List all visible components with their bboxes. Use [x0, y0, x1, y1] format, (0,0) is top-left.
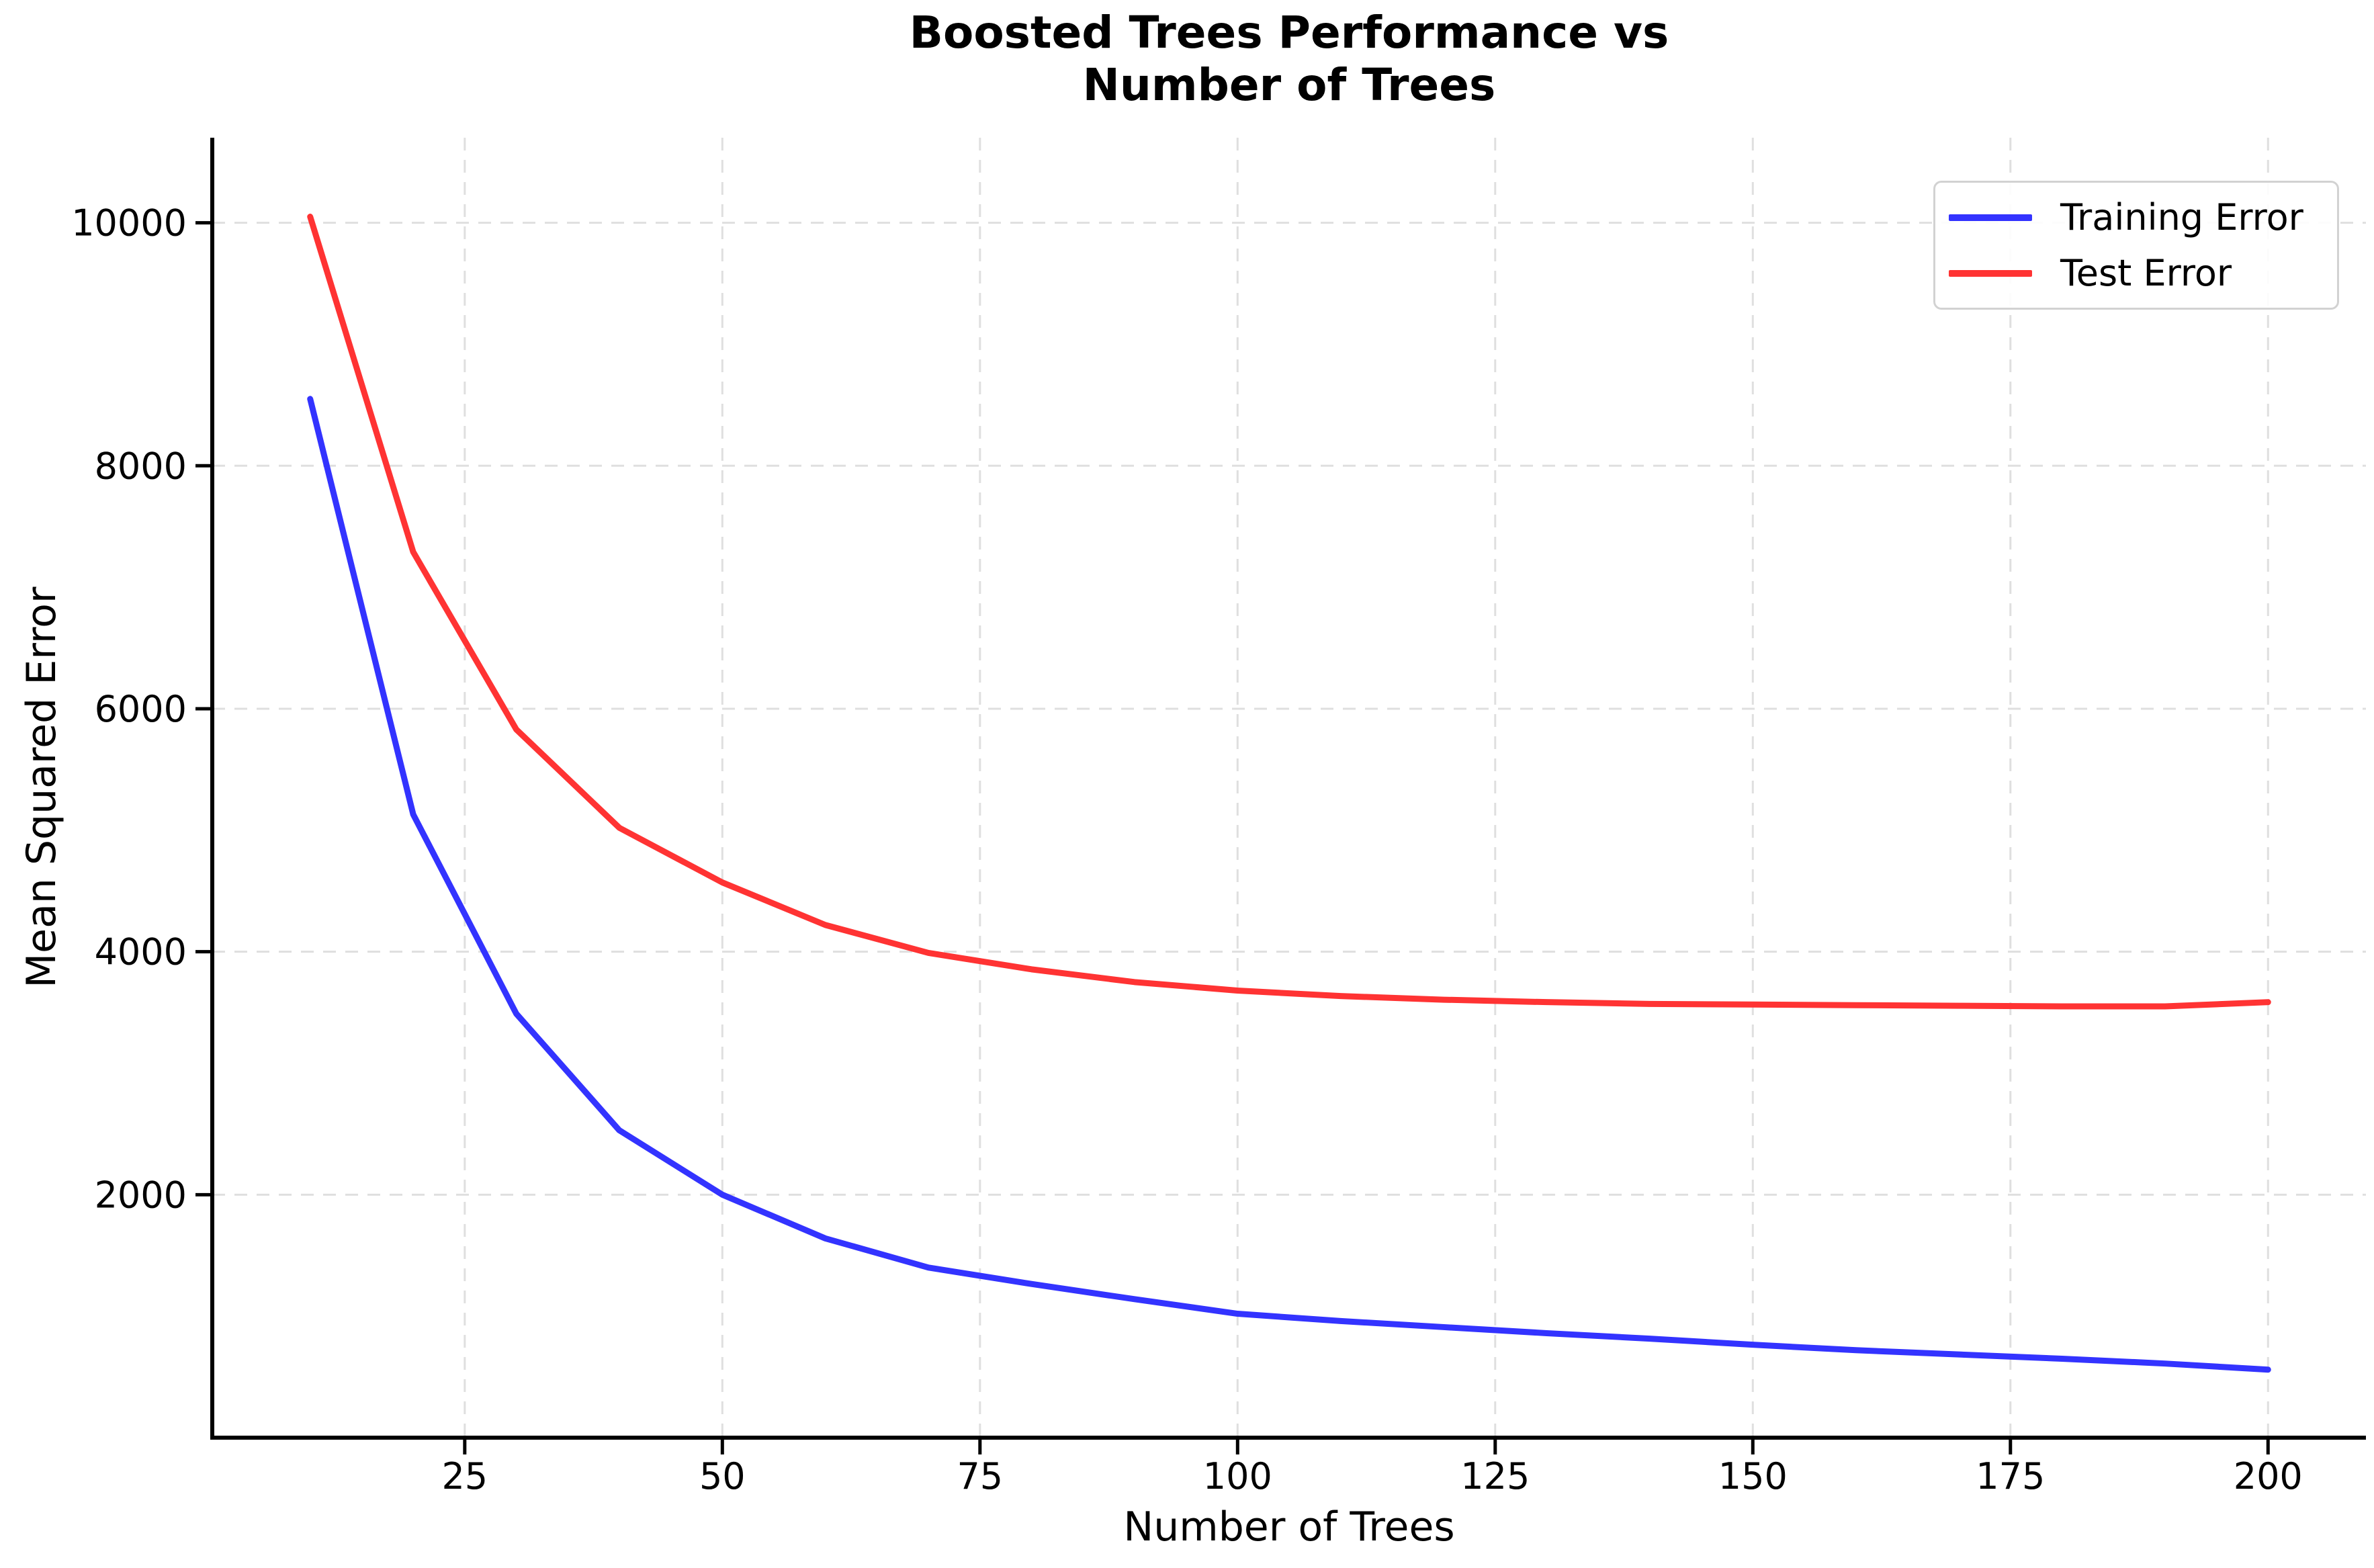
y-tick-label: 6000: [95, 688, 187, 730]
y-axis-label: Mean Squared Error: [18, 586, 65, 988]
x-tick-label: 75: [957, 1455, 1003, 1497]
x-tick-label: 150: [1718, 1455, 1788, 1497]
y-tick-label: 8000: [95, 445, 187, 487]
legend-label-training-error: Training Error: [2060, 196, 2303, 238]
y-tick-label: 4000: [95, 931, 187, 973]
legend-item-training-error: Training Error: [1949, 196, 2333, 238]
test-error-line-swatch: [1949, 269, 2032, 277]
legend-item-test-error: Test Error: [1949, 252, 2333, 294]
x-tick-label: 100: [1203, 1455, 1272, 1497]
x-axis-label: Number of Trees: [1123, 1504, 1455, 1551]
chart-title-line1: Boosted Trees Performance vs: [909, 7, 1669, 58]
x-tick-label: 125: [1460, 1455, 1530, 1497]
x-tick-label: 175: [1976, 1455, 2045, 1497]
legend: Training Error Test Error: [1933, 181, 2339, 310]
y-tick-label: 2000: [95, 1174, 187, 1216]
y-tick-label: 10000: [71, 202, 187, 245]
training-error-line: [307, 396, 2271, 1373]
chart-title: Boosted Trees Performance vs Number of T…: [910, 7, 1669, 112]
training-error-line-swatch: [1949, 214, 2032, 221]
test-error-line: [307, 214, 2271, 1010]
chart-title-line2: Number of Trees: [1082, 58, 1496, 111]
x-tick-label: 200: [2234, 1455, 2303, 1497]
x-tick-label: 50: [699, 1455, 746, 1497]
legend-label-test-error: Test Error: [2060, 252, 2232, 294]
x-tick-label: 25: [441, 1455, 488, 1497]
